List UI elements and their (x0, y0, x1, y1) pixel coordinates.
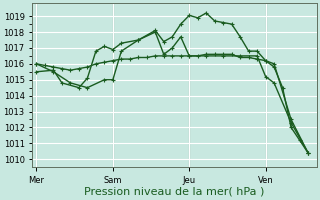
X-axis label: Pression niveau de la mer( hPa ): Pression niveau de la mer( hPa ) (84, 187, 265, 197)
